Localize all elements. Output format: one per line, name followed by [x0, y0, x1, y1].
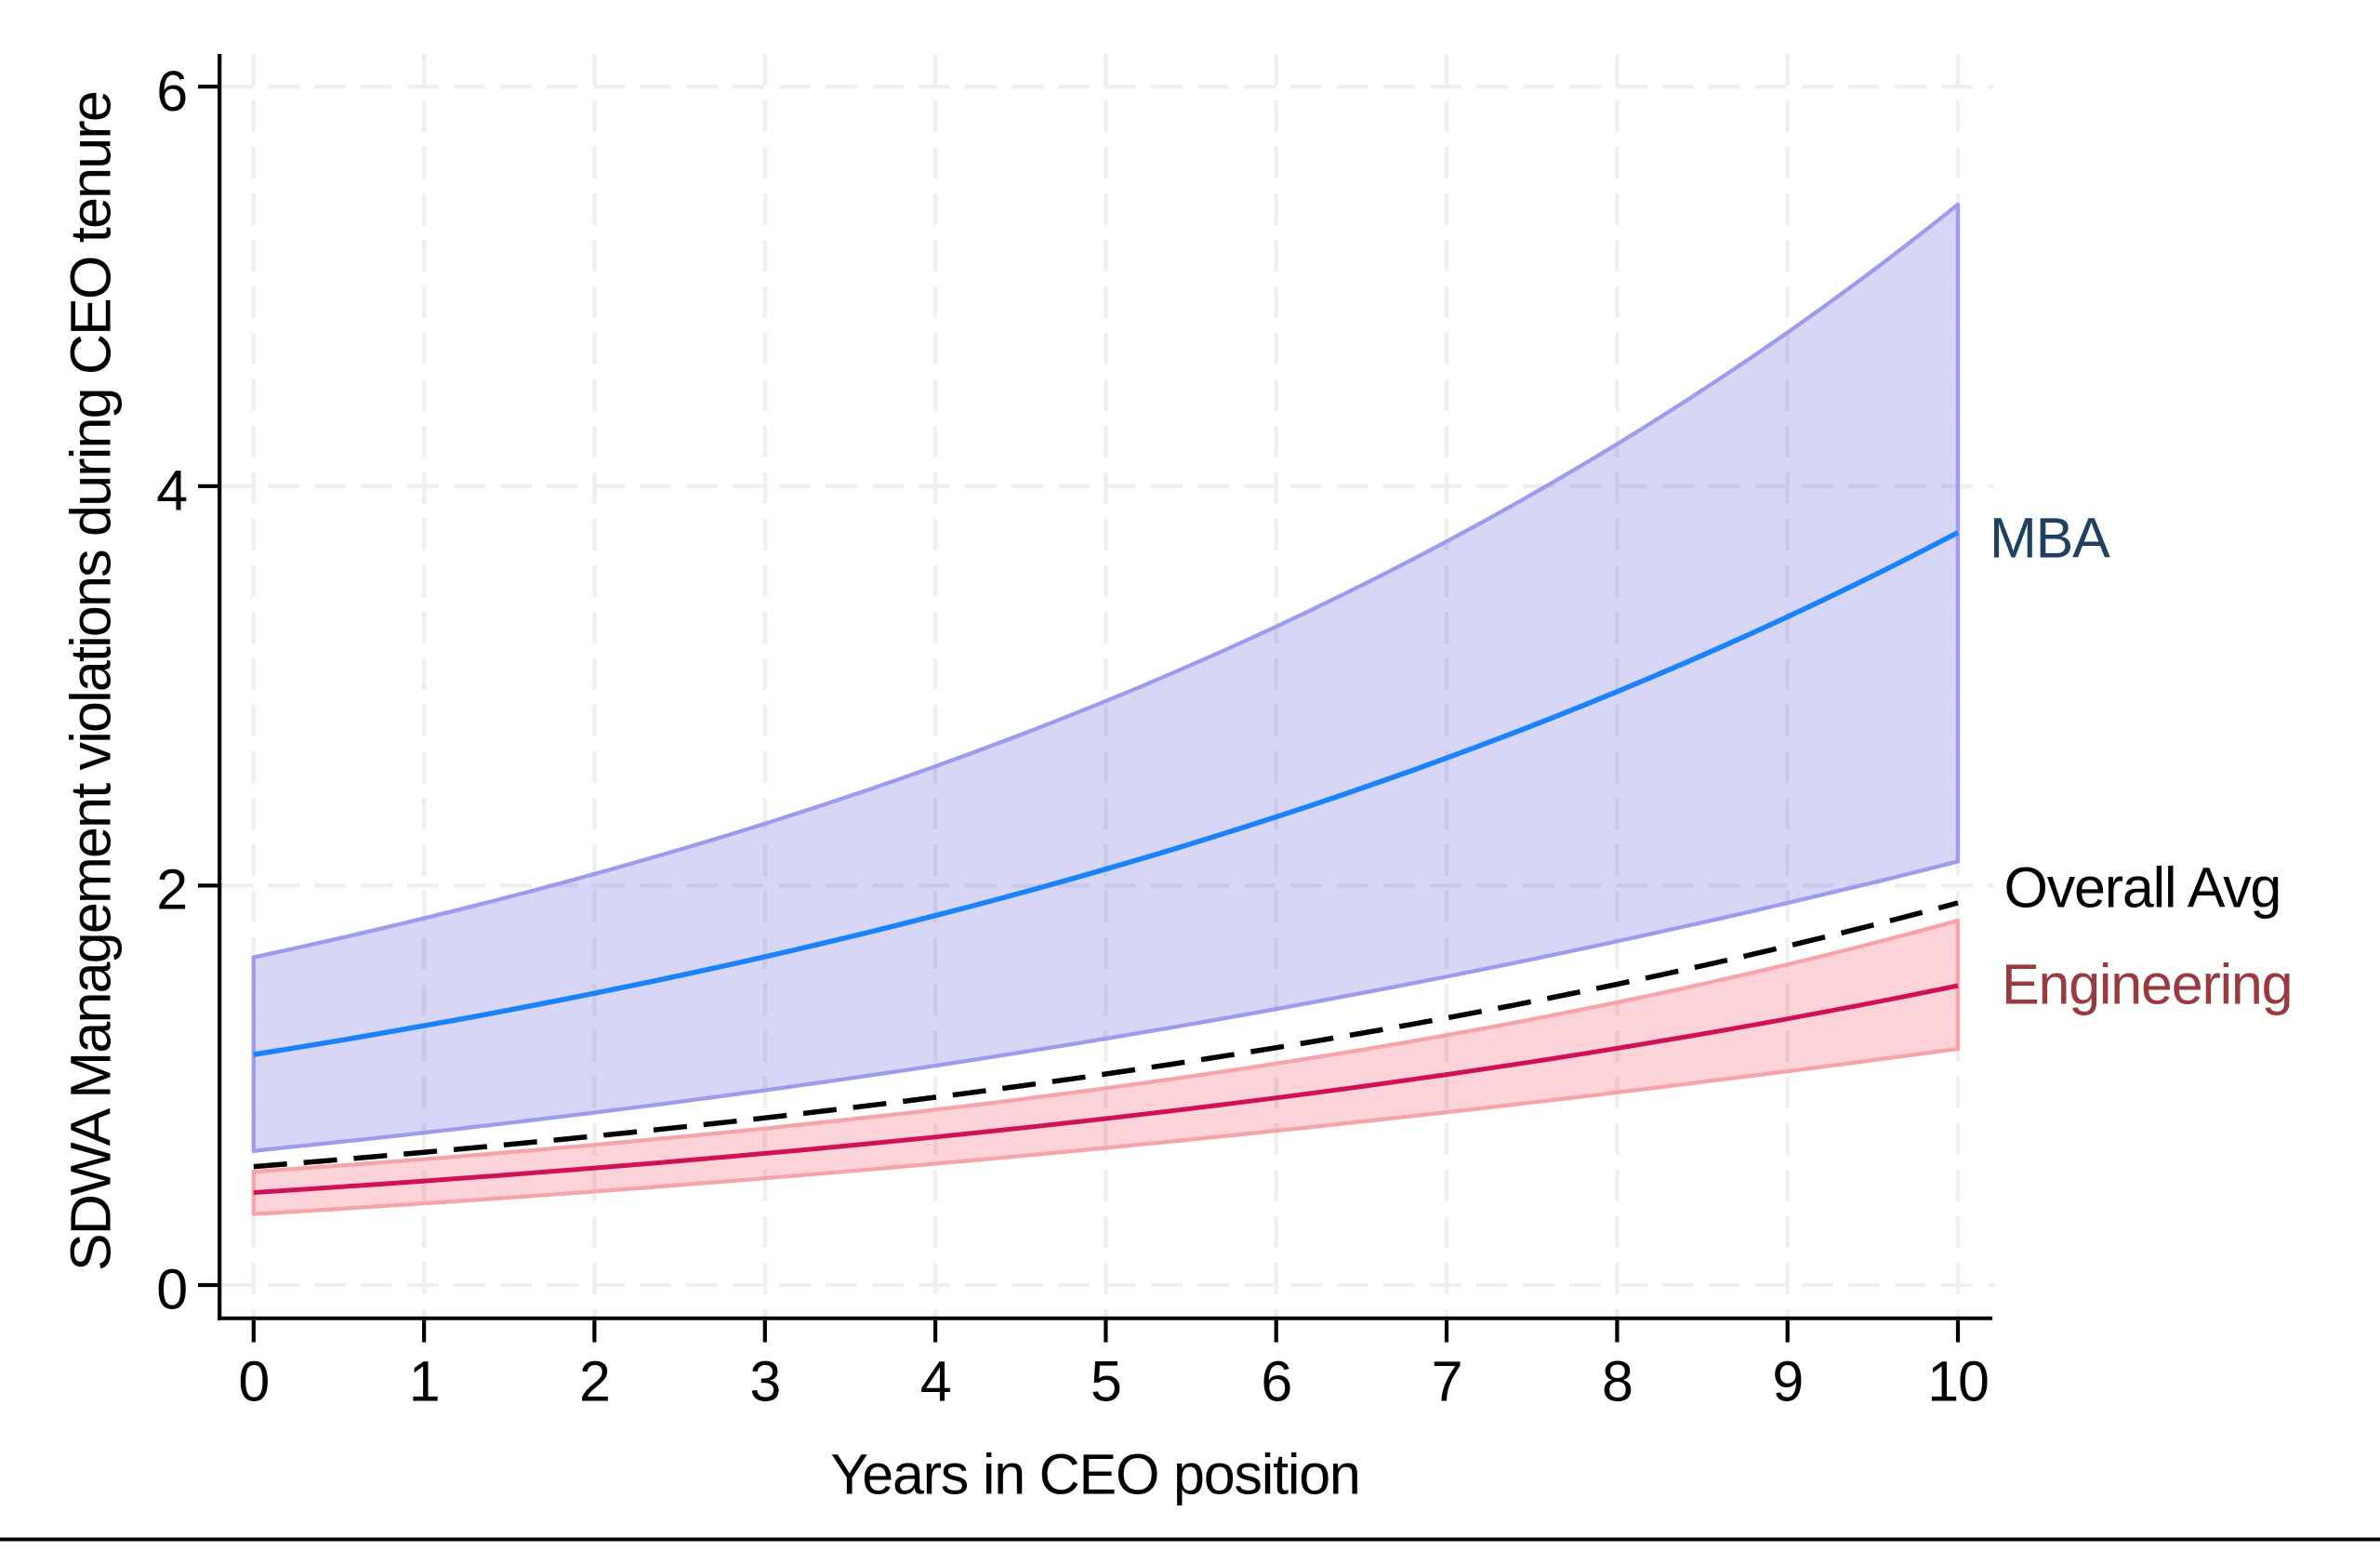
svg-text:8: 8: [1602, 1350, 1633, 1413]
svg-text:10: 10: [1927, 1350, 1988, 1413]
svg-text:6: 6: [156, 60, 187, 123]
svg-text:Overall Avg: Overall Avg: [2004, 856, 2281, 920]
svg-text:2: 2: [156, 858, 187, 921]
svg-text:0: 0: [156, 1258, 187, 1321]
svg-text:Engineering: Engineering: [2002, 953, 2292, 1016]
svg-text:5: 5: [1091, 1350, 1121, 1413]
svg-text:7: 7: [1432, 1350, 1462, 1413]
svg-text:MBA: MBA: [1990, 507, 2110, 570]
svg-text:0: 0: [238, 1350, 269, 1413]
svg-text:6: 6: [1261, 1350, 1291, 1413]
svg-text:3: 3: [749, 1350, 780, 1413]
svg-text:2: 2: [579, 1350, 610, 1413]
svg-text:9: 9: [1772, 1350, 1803, 1413]
svg-text:1: 1: [409, 1350, 440, 1413]
svg-text:4: 4: [920, 1350, 951, 1413]
svg-text:4: 4: [156, 459, 187, 523]
svg-text:Years in CEO position: Years in CEO position: [830, 1443, 1359, 1506]
svg-text:SDWA Management violations dur: SDWA Management violations during CEO te…: [59, 92, 122, 1271]
